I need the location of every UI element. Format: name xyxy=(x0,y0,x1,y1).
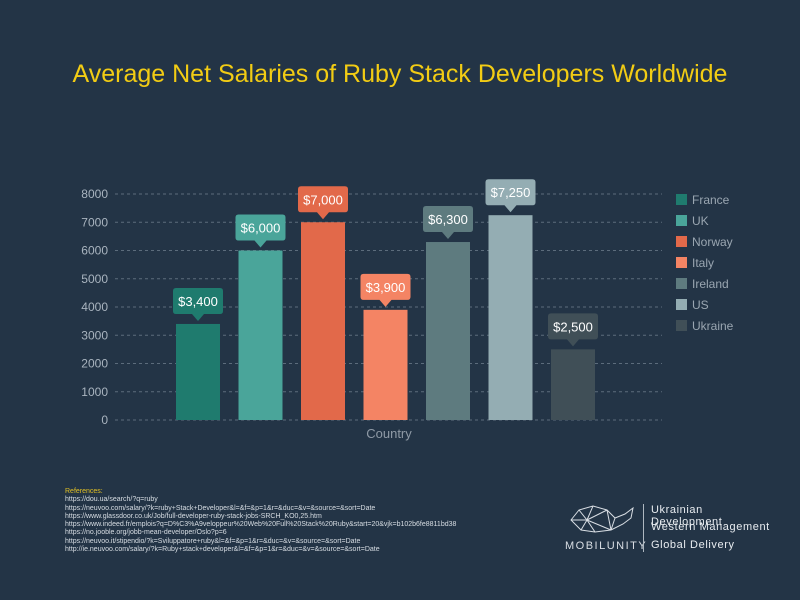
y-tick-label: 0 xyxy=(101,413,108,427)
reference-url[interactable]: https://neuvoo.it/stipendio/?k=Sviluppat… xyxy=(65,537,361,545)
legend-label: France xyxy=(692,193,730,207)
reference-url[interactable]: https://no.jooble.org/jobb-mean-develope… xyxy=(65,529,227,537)
data-label-callout xyxy=(360,273,411,307)
bar xyxy=(238,250,283,420)
references: References: https://dou.ua/search/?q=rub… xyxy=(65,488,535,554)
chart-title: Average Net Salaries of Ruby Stack Devel… xyxy=(72,60,728,88)
legend-label: US xyxy=(692,298,709,312)
legend-label: Italy xyxy=(692,256,714,270)
legend-swatch xyxy=(676,215,687,226)
data-label: $6,300 xyxy=(428,212,468,227)
reference-url[interactable]: https://dou.ua/search/?q=ruby xyxy=(65,496,158,504)
bar xyxy=(426,242,470,420)
data-label: $7,000 xyxy=(303,192,343,207)
bar xyxy=(176,323,220,420)
reference-url[interactable]: https://neuvoo.com/salary/?k=ruby+Stack+… xyxy=(65,504,376,512)
whale-logo-icon xyxy=(570,505,634,533)
y-tick-label: 6000 xyxy=(81,244,108,258)
bar xyxy=(363,309,408,420)
brand-tagline: Ukrainian Development xyxy=(651,504,723,528)
reference-url[interactable]: https://www.glassdoor.co.uk/Job/full-dev… xyxy=(65,512,322,520)
brand-tagline: Western Management xyxy=(651,521,770,533)
y-tick-label: 3000 xyxy=(81,328,108,342)
references-heading: References: xyxy=(65,488,103,495)
y-tick-label: 2000 xyxy=(81,357,108,371)
brand-block: MOBILUNITY Ukrainian Development Western… xyxy=(565,500,775,560)
data-label-callout xyxy=(173,287,223,321)
legend-swatch xyxy=(676,194,687,205)
legend-label: Ireland xyxy=(692,277,729,291)
y-tick-label: 8000 xyxy=(81,187,108,201)
legend-swatch xyxy=(676,257,687,268)
data-label-callout xyxy=(485,179,536,213)
legend-swatch xyxy=(676,320,687,331)
data-label-callout xyxy=(548,313,598,347)
legend-label: UK xyxy=(692,214,709,228)
data-label: $3,900 xyxy=(366,280,406,295)
y-tick-label: 5000 xyxy=(81,272,108,286)
legend-swatch xyxy=(676,236,687,247)
brand-name: MOBILUNITY xyxy=(565,540,648,552)
data-label: $3,400 xyxy=(178,294,218,309)
legend-label: Norway xyxy=(692,235,733,249)
y-tick-label: 1000 xyxy=(81,385,108,399)
legend-swatch xyxy=(676,299,687,310)
legend-label: Ukraine xyxy=(692,319,734,333)
x-axis-label: Country xyxy=(366,426,412,441)
data-label-callout xyxy=(423,206,473,240)
reference-url[interactable]: http://ie.neuvoo.com/salary/?k=Ruby+stac… xyxy=(65,546,380,554)
bar xyxy=(551,349,595,420)
data-label-callout xyxy=(235,214,286,248)
data-label: $7,250 xyxy=(491,185,531,200)
data-label-callout xyxy=(298,186,348,220)
data-label: $2,500 xyxy=(553,319,593,334)
brand-tagline: Global Delivery xyxy=(651,539,735,551)
y-tick-label: 4000 xyxy=(81,300,108,314)
bar xyxy=(488,215,533,420)
data-label: $6,000 xyxy=(241,221,281,236)
bar xyxy=(301,222,345,420)
y-tick-label: 7000 xyxy=(81,215,108,229)
reference-url[interactable]: https://www.indeed.fr/emplois?q=D%C3%A9v… xyxy=(65,521,457,529)
brand-divider xyxy=(643,504,644,552)
legend-swatch xyxy=(676,278,687,289)
